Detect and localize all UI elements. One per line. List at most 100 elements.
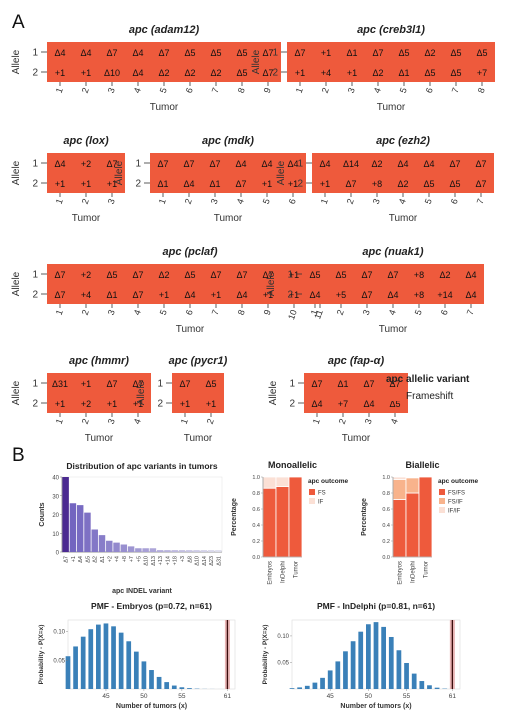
pmf-bar bbox=[171, 685, 177, 689]
variant-bar bbox=[113, 542, 120, 552]
allele-cell: Δ7 bbox=[475, 179, 486, 189]
biallelic-chart: Biallelic Percentage 0.0 0.2 0.4 0.6 0.8 1.0 Emb… bbox=[361, 460, 478, 585]
tumor-tick-label: 1 bbox=[54, 197, 65, 205]
allele-cell: Δ7 bbox=[262, 270, 273, 280]
outcome-bar-segment bbox=[405, 476, 420, 479]
legend-label: FS bbox=[318, 491, 326, 497]
y-axis-label: Probability - P(X=x) bbox=[262, 625, 269, 685]
outcome-bar-segment bbox=[418, 476, 433, 558]
row-label: 1 bbox=[272, 48, 278, 59]
allele-cell: Δ5 bbox=[184, 48, 195, 58]
tumor-tick-label: 6 bbox=[184, 86, 195, 94]
row-label: 2 bbox=[287, 290, 293, 301]
grid-background bbox=[47, 373, 151, 413]
allele-legend: apc allelic variant Frameshift bbox=[386, 374, 470, 402]
allele-cell: Δ7 bbox=[236, 270, 247, 280]
legend-item-frameshift: Frameshift bbox=[406, 391, 453, 402]
allele-cell: +1 bbox=[81, 68, 91, 78]
x-tick-label: 61 bbox=[224, 693, 232, 700]
y-axis-label: Counts bbox=[39, 502, 46, 526]
tumor-tick-label: 3 bbox=[346, 86, 357, 94]
allele-cell: Δ4 bbox=[80, 48, 91, 58]
chart-title: Monoallelic bbox=[268, 460, 317, 470]
allele-cell: +8 bbox=[414, 270, 424, 280]
tumor-tick-label: 2 bbox=[205, 417, 216, 425]
allele-cell: Δ4 bbox=[132, 68, 143, 78]
tumor-tick-label: 4 bbox=[132, 86, 143, 94]
outcome-bar-segment bbox=[392, 478, 407, 500]
x-tick-label: Δ7 bbox=[64, 556, 70, 563]
pmf-bar bbox=[335, 661, 341, 689]
allele-grid: apc (nuak1) Allele 1 2 Δ5 Δ5 Δ7 Δ7 +8 Δ2 Δ4 Δ4 +5 Δ7 Δ… bbox=[266, 246, 484, 335]
allele-cell: Δ2 bbox=[439, 270, 450, 280]
tumor-tick-label: 2 bbox=[80, 86, 91, 94]
allele-cell: Δ7 bbox=[345, 179, 356, 189]
row-label: 2 bbox=[289, 399, 295, 410]
allele-cell: Δ4 bbox=[465, 290, 476, 300]
x-tick-label: Tumor bbox=[424, 561, 430, 578]
tumor-tick-label: 3 bbox=[363, 417, 374, 425]
grid-title: apc (ezh2) bbox=[376, 135, 430, 147]
allele-cell: Δ7 bbox=[449, 159, 460, 169]
tumor-tick-label: 10 bbox=[286, 308, 299, 321]
row-axis-label: Allele bbox=[251, 49, 262, 74]
legend-swatch bbox=[309, 498, 315, 504]
allele-cell: +2 bbox=[81, 159, 91, 169]
variant-distribution-chart: Distribution of apc variants in tumors 0 1… bbox=[39, 461, 222, 595]
legend-label: FS/IF bbox=[448, 500, 463, 506]
tumor-tick-label: 1 bbox=[309, 308, 320, 316]
y-tick-label: 0.6 bbox=[252, 507, 260, 513]
allele-cell: +1 bbox=[295, 68, 305, 78]
allele-cell: +1 bbox=[55, 68, 65, 78]
col-axis-label: Tumor bbox=[184, 433, 213, 444]
x-tick-label: +3 bbox=[180, 556, 186, 562]
allele-cell: Δ4 bbox=[397, 159, 408, 169]
variant-bar bbox=[156, 550, 164, 552]
tumor-tick-label: 1 bbox=[54, 308, 65, 316]
pmf-bar bbox=[103, 623, 109, 689]
allele-cell: +1 bbox=[206, 399, 216, 409]
row-label: 1 bbox=[289, 379, 295, 390]
pmf-bar bbox=[96, 624, 101, 689]
allele-cell: Δ31 bbox=[52, 379, 68, 389]
allele-cell: Δ1 bbox=[157, 179, 168, 189]
allele-cell: +1 bbox=[320, 179, 330, 189]
y-tick-label: 20 bbox=[52, 513, 59, 519]
x-tick-label: Δ31 bbox=[216, 556, 222, 566]
x-tick-label: +13 bbox=[158, 556, 164, 565]
pmf-bar bbox=[365, 624, 371, 689]
allele-cell: Δ7 bbox=[209, 159, 220, 169]
legend-title: apc outcome bbox=[438, 478, 478, 485]
allele-cell: +1 bbox=[288, 179, 298, 189]
row-label: 2 bbox=[135, 179, 141, 190]
tumor-tick-label: 8 bbox=[236, 86, 247, 94]
tumor-tick-label: 4 bbox=[387, 308, 398, 316]
tumor-tick-label: 2 bbox=[183, 197, 194, 205]
legend-swatch bbox=[439, 489, 445, 495]
allele-cell: Δ5 bbox=[236, 68, 247, 78]
pmf-bar bbox=[80, 636, 86, 689]
allele-cell: Δ4 bbox=[236, 290, 247, 300]
allele-cell: +8 bbox=[414, 290, 424, 300]
pmf-bar bbox=[141, 661, 147, 689]
tumor-tick-label: 6 bbox=[424, 86, 435, 94]
allele-cell: Δ1 bbox=[106, 290, 117, 300]
panel-b-label: B bbox=[12, 445, 25, 466]
tumor-tick-label: 8 bbox=[476, 86, 487, 94]
allele-grid: apc (lox) Allele 1 2 Δ4 +2 Δ7 +1 +1 +1 1 2 3 Tumor bbox=[11, 135, 125, 224]
pmf-bar bbox=[419, 681, 425, 689]
tumor-tick-label: 6 bbox=[184, 308, 195, 316]
allele-cell: Δ4 bbox=[183, 179, 194, 189]
allele-grid: apc (pclaf) Allele 1 2 Δ7 +2 Δ5 Δ7 Δ2 Δ5 Δ7 Δ7 Δ7 +1 Δ… bbox=[11, 246, 333, 335]
variant-bar bbox=[186, 550, 193, 552]
panel-b-charts: Distribution of apc variants in tumors 0 1… bbox=[38, 460, 478, 710]
grid-title: apc (pycr1) bbox=[169, 355, 228, 367]
tumor-tick-label: 7 bbox=[210, 308, 221, 316]
allele-cell: Δ7 bbox=[132, 270, 143, 280]
y-axis-label: Probability - P(X=x) bbox=[38, 625, 45, 685]
col-axis-label: Tumor bbox=[379, 324, 408, 335]
y-tick-label: 0.2 bbox=[382, 539, 390, 545]
row-label: 1 bbox=[135, 159, 141, 170]
pmf-indelphi-chart: PMF - InDelphi (p=0.81, n=61) 0.05 0.10 45 5… bbox=[262, 601, 461, 710]
allele-cell: Δ7 bbox=[361, 270, 372, 280]
